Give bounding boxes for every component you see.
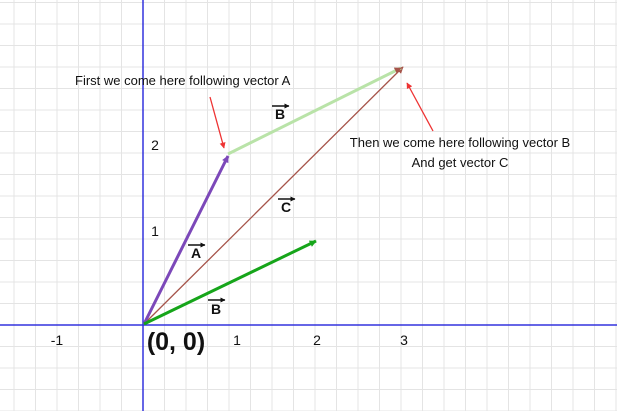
annotation-then-line1: Then we come here following vector B xyxy=(350,135,570,150)
origin-label: (0, 0) xyxy=(147,328,205,356)
svg-text:A: A xyxy=(191,245,201,261)
annotation-first-arrow xyxy=(209,96,226,149)
vector-b-shifted-label: B xyxy=(272,103,290,122)
x-tick-label: 1 xyxy=(233,332,241,348)
vector-c-label: C xyxy=(278,196,296,215)
vector-b-shifted-arrow xyxy=(227,66,402,156)
x-tick-label: -1 xyxy=(51,332,64,348)
vector-a-arrow xyxy=(142,155,230,325)
x-tick-label: 3 xyxy=(400,332,408,348)
svg-text:B: B xyxy=(211,301,221,317)
svg-text:C: C xyxy=(281,199,291,215)
y-tick-label: 2 xyxy=(151,137,159,153)
vector-c-arrow xyxy=(143,66,404,325)
vector-b-arrow xyxy=(143,239,317,326)
annotation-first: First we come here following vector A xyxy=(75,73,291,88)
svg-text:B: B xyxy=(275,106,285,122)
x-tick-label: 2 xyxy=(313,332,321,348)
annotation-then-line2: And get vector C xyxy=(412,155,509,170)
vector-a-label: A xyxy=(188,242,206,261)
y-tick-label: 1 xyxy=(151,223,159,239)
annotation-then-arrow xyxy=(406,82,434,132)
vector-b-label: B xyxy=(208,297,226,317)
